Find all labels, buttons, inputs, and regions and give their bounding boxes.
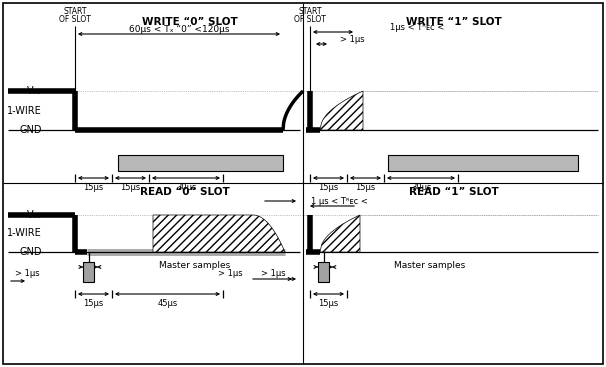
Text: TYP: TYP	[486, 164, 499, 170]
Bar	[83, 262, 94, 282]
Text: > 1μs: > 1μs	[218, 269, 242, 279]
Text: 60μs < Tₓ “0” <120μs: 60μs < Tₓ “0” <120μs	[128, 25, 229, 33]
Polygon shape	[320, 91, 363, 130]
Text: Master samples: Master samples	[394, 262, 465, 270]
Text: 30μs: 30μs	[176, 182, 196, 192]
Text: 15μs: 15μs	[318, 298, 339, 308]
Text: 1-WIRE: 1-WIRE	[7, 105, 42, 116]
Text: WRITE “1” SLOT: WRITE “1” SLOT	[406, 17, 502, 27]
Bar	[318, 262, 329, 282]
Bar	[388, 155, 578, 171]
Polygon shape	[320, 215, 360, 252]
Text: START: START	[63, 7, 87, 17]
Text: Vₒₒ: Vₒₒ	[27, 210, 42, 220]
Text: 15μs: 15μs	[84, 298, 104, 308]
Text: 15μs: 15μs	[355, 182, 376, 192]
Text: 30μs: 30μs	[411, 182, 431, 192]
Text: GND: GND	[19, 247, 42, 257]
Text: READ “1” SLOT: READ “1” SLOT	[409, 187, 499, 197]
Text: READ “0” SLOT: READ “0” SLOT	[140, 187, 230, 197]
Text: OF SLOT: OF SLOT	[294, 15, 326, 25]
Text: D2760 Samples: D2760 Samples	[161, 155, 240, 164]
Text: DS2760 Samples: DS2760 Samples	[441, 155, 525, 164]
Text: START: START	[298, 7, 322, 17]
Text: 1μs < Tᴿᴇᴄ <: 1μs < Tᴿᴇᴄ <	[390, 23, 444, 33]
Text: MIN: MIN	[418, 164, 431, 170]
Text: 15μs: 15μs	[121, 182, 141, 192]
Text: Master samples: Master samples	[159, 262, 230, 270]
Text: TYP: TYP	[197, 164, 209, 170]
Text: 15μs: 15μs	[318, 182, 339, 192]
Text: Vₒₒ: Vₒₒ	[27, 86, 42, 96]
Text: > 1μs: > 1μs	[340, 36, 365, 44]
Text: > 1μs: > 1μs	[15, 269, 39, 279]
Text: > 1μs: > 1μs	[261, 269, 285, 279]
Text: OF SLOT: OF SLOT	[59, 15, 91, 25]
Text: 15μs: 15μs	[84, 182, 104, 192]
Text: 45μs: 45μs	[158, 298, 178, 308]
Text: GND: GND	[19, 125, 42, 135]
Bar	[118, 155, 283, 171]
Text: MIN: MIN	[140, 164, 153, 170]
Polygon shape	[153, 215, 285, 252]
Text: 1-WIRE: 1-WIRE	[7, 229, 42, 239]
Text: MA: MA	[251, 164, 262, 170]
Text: 1 μs < Tᴿᴇᴄ <: 1 μs < Tᴿᴇᴄ <	[311, 197, 368, 207]
Text: WRITE “0” SLOT: WRITE “0” SLOT	[142, 17, 238, 27]
